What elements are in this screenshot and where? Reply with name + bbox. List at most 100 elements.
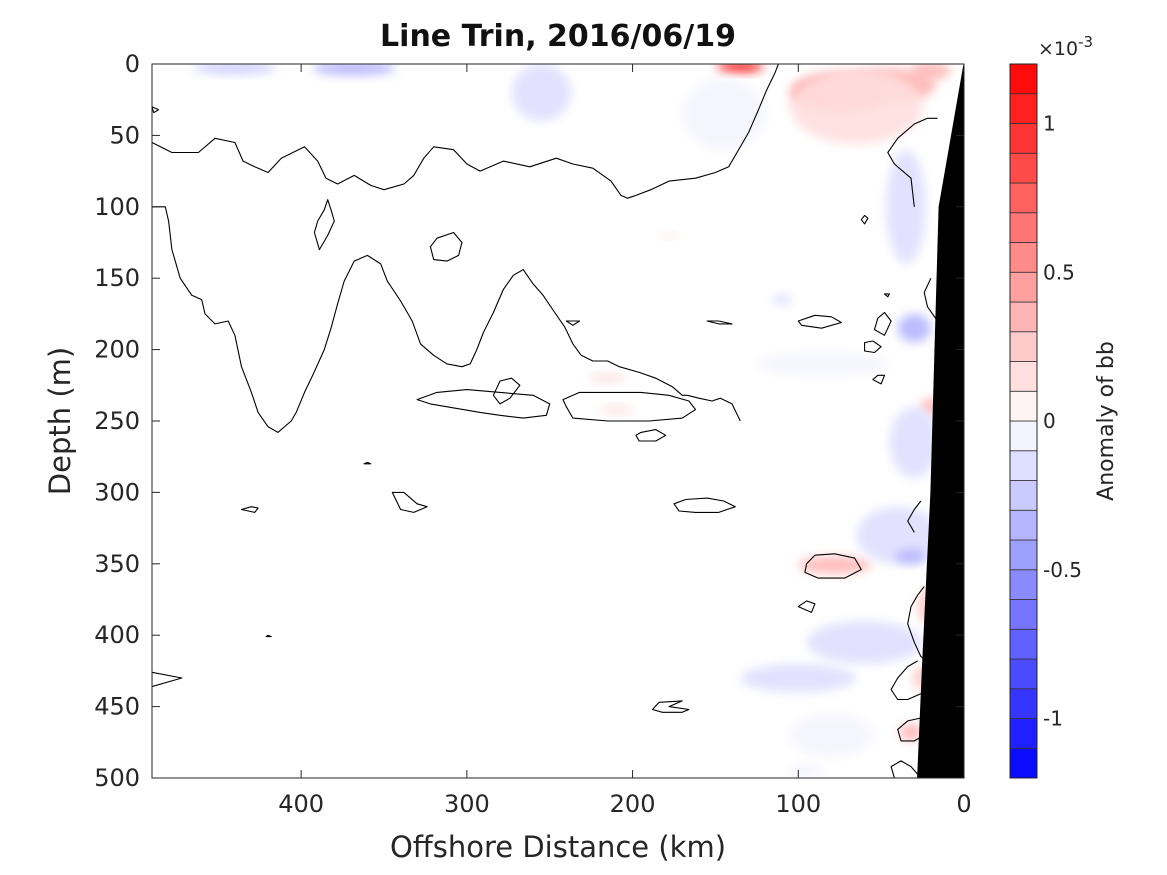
y-tick-label: 0 <box>125 50 140 78</box>
zero-contour-5 <box>492 377 521 405</box>
anomaly-patch-24 <box>806 620 923 664</box>
zero-contour-11 <box>240 506 259 513</box>
y-tick-label: 500 <box>94 764 140 792</box>
colorbar-swatch <box>1009 63 1038 95</box>
zero-contour-1 <box>152 206 688 433</box>
zero-contours <box>152 64 938 778</box>
colorbar-swatch <box>1009 747 1038 779</box>
zero-contour-17 <box>804 553 862 579</box>
zero-contour-25 <box>265 634 272 638</box>
colorbar-swatch <box>1009 599 1038 630</box>
anomaly-patch-18 <box>771 293 792 306</box>
colorbar-swatch <box>1009 331 1038 362</box>
anomaly-patch-16 <box>682 78 766 150</box>
zero-contour-28 <box>923 277 938 322</box>
zero-contour-14 <box>565 320 581 326</box>
zero-contour-7 <box>562 391 697 422</box>
zero-contour-15 <box>706 320 733 325</box>
colorbar-label: Anomaly of bb <box>1094 341 1119 501</box>
anomaly-patch-17 <box>756 352 890 376</box>
colorbar-tick-label: 1 <box>1043 112 1056 136</box>
anomaly-patch-7 <box>587 373 628 383</box>
colorbar-swatch <box>1009 718 1038 749</box>
x-tick-label: 300 <box>444 790 490 818</box>
zero-contour-19 <box>864 340 882 354</box>
anomaly-patch-4 <box>910 64 951 80</box>
zero-contour-29 <box>907 586 932 665</box>
plot-area <box>151 63 965 779</box>
zero-contour-2 <box>687 394 741 422</box>
zero-contour-26 <box>152 106 160 114</box>
colorbar-swatch <box>1009 628 1038 660</box>
zero-contour-31 <box>897 717 925 742</box>
zero-contour-30 <box>890 660 925 701</box>
zero-contour-0 <box>152 64 779 199</box>
colorbar-swatch <box>1009 242 1038 273</box>
zero-contour-9 <box>391 491 428 513</box>
colorbar-tick-label: -0.5 <box>1043 558 1082 582</box>
anomaly-patch-23 <box>894 549 928 564</box>
zero-contour-6 <box>416 389 551 419</box>
colorbar-swatch <box>1009 93 1038 124</box>
zero-contour-18 <box>797 600 816 613</box>
colorbar-swatch <box>1009 301 1038 333</box>
anomaly-patch-27 <box>790 763 824 778</box>
y-tick-label: 300 <box>94 478 140 506</box>
colorbar-tick-label: 0.5 <box>1043 260 1075 284</box>
y-tick-label: 450 <box>94 693 140 721</box>
zero-contour-20 <box>873 311 892 336</box>
zero-contour-22 <box>860 214 869 225</box>
x-axis-ticks: 400 300 200 100 0 <box>278 64 972 818</box>
colorbar-swatch <box>1009 390 1038 422</box>
colorbar-swatch <box>1009 480 1038 511</box>
colorbar-swatch <box>1009 450 1038 481</box>
colorbar-tick-label: -1 <box>1043 707 1063 731</box>
zero-contour-8 <box>635 429 667 442</box>
x-axis-label: Offshore Distance (km) <box>390 830 726 864</box>
x-tick-label: 0 <box>956 790 971 818</box>
anomaly-patch-25 <box>740 663 857 693</box>
bathymetry-mask <box>917 64 964 778</box>
y-tick-label: 350 <box>94 550 140 578</box>
colorbar-swatch <box>1009 688 1038 719</box>
zero-contour-16 <box>797 314 842 329</box>
colorbar-swatch <box>1009 420 1038 452</box>
zero-contour-23 <box>883 293 890 298</box>
zero-contour-24 <box>363 461 372 465</box>
colorbar: 1 0.5 0 -0.5 -1 ×10-3 Anomaly of bb <box>1009 33 1119 779</box>
anomaly-patch-3 <box>790 69 923 144</box>
anomaly-patch-15 <box>511 64 572 122</box>
anomaly-patch-14 <box>193 64 277 74</box>
colorbar-swatch <box>1009 539 1038 571</box>
zero-contour-21 <box>872 374 886 385</box>
zero-contour-10 <box>673 497 736 513</box>
zero-contour-27 <box>887 117 938 207</box>
anomaly-patch-13 <box>312 64 396 76</box>
anomaly-patch-12 <box>899 723 923 741</box>
zero-contour-4 <box>313 199 335 251</box>
colorbar-exponent-base: ×10 <box>1038 38 1078 60</box>
colorbar-swatch <box>1009 509 1038 541</box>
colorbar-exponent: ×10-3 <box>1038 33 1093 60</box>
colorbar-tick-label: 0 <box>1043 409 1056 433</box>
colorbar-swatch <box>1009 658 1038 690</box>
colorbar-swatch <box>1009 569 1038 600</box>
y-axis-ticks: 0 50 100 150 200 250 300 350 400 450 500 <box>94 50 964 792</box>
bathymetry <box>917 64 964 778</box>
anomaly-patch-19 <box>886 149 926 264</box>
y-tick-label: 150 <box>94 264 140 292</box>
colorbar-swatch <box>1009 182 1038 214</box>
chart-title: Line Trin, 2016/06/19 <box>380 19 736 54</box>
anomaly-patch-0 <box>717 64 764 73</box>
colorbar-exponent-power: -3 <box>1078 33 1093 51</box>
y-tick-label: 100 <box>94 193 140 221</box>
x-tick-label: 400 <box>278 790 324 818</box>
zero-contour-3 <box>429 231 463 262</box>
colorbar-swatch <box>1009 152 1038 184</box>
y-axis-label: Depth (m) <box>43 347 77 495</box>
y-tick-label: 200 <box>94 336 140 364</box>
zero-contour-32 <box>907 500 922 533</box>
colorbar-frame <box>1009 63 1038 779</box>
y-tick-label: 50 <box>109 121 140 149</box>
